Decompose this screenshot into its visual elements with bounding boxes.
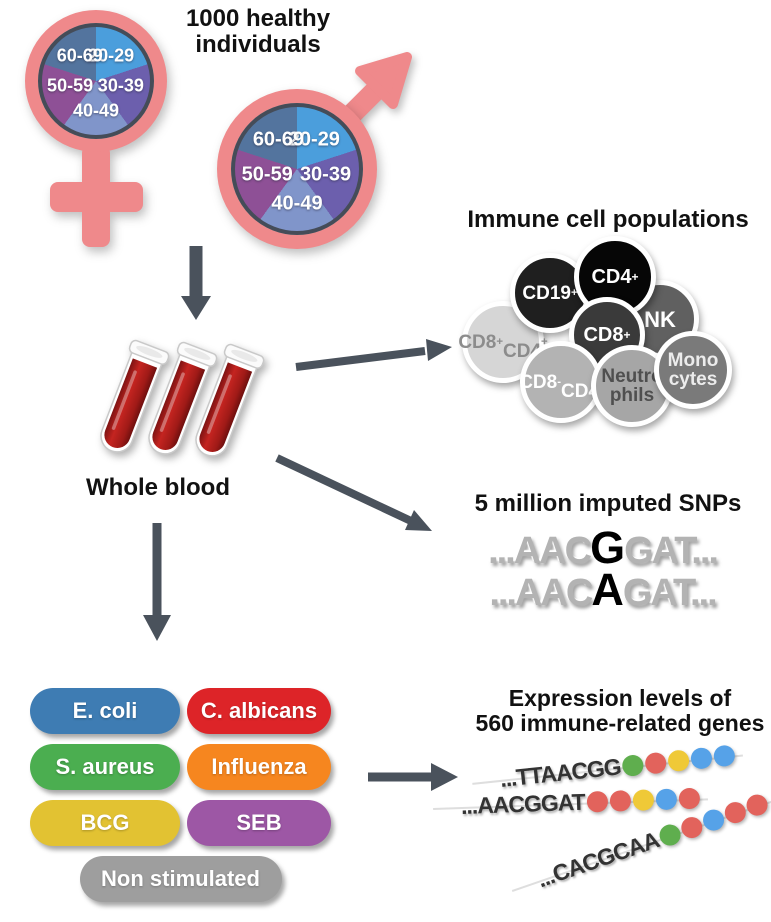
blue-expression-dot	[655, 787, 677, 810]
stimulus-pill: Influenza	[187, 744, 331, 790]
stimuli-grid: E. coli C. albicans S. aureus Influenza BCG S…	[30, 688, 331, 902]
flow-arrows	[143, 246, 458, 791]
age-group-label: 40-49	[271, 192, 323, 215]
stimulus-pill-label: SEB	[236, 810, 282, 835]
snps-heading: 5 million imputed SNPs	[474, 490, 742, 517]
blue-expression-dot	[699, 806, 727, 834]
red-expression-dot	[678, 813, 705, 841]
yellow-expression-dot	[632, 788, 654, 811]
expression-heading-line2: 560 immune-related genes	[475, 710, 765, 736]
snp-flanking-sequence: GAT...	[622, 572, 718, 614]
arrow-stimuli-to-expression-icon	[368, 763, 458, 791]
red-expression-dot	[644, 751, 668, 775]
female-age-pie: 20-29 30-39 40-49 50-59 60-69	[38, 23, 154, 139]
stimulus-pill: Non stimulated	[79, 856, 282, 902]
green-expression-dot	[621, 753, 645, 777]
arrow-blood-to-stimuli-icon	[143, 523, 171, 641]
stimulus-pill-label: E. coli	[72, 698, 138, 723]
red-expression-dot	[721, 798, 749, 826]
snp-sequences: ...AACGGAT... ...AACAGAT...	[430, 525, 771, 614]
blood-tubes	[90, 337, 267, 464]
snp-variant-letter: G	[590, 522, 625, 573]
whole-blood-label: Whole blood	[86, 474, 230, 501]
male-age-pie: 20-29 30-39 40-49 50-59 60-69	[231, 103, 363, 235]
yellow-expression-dot	[667, 748, 691, 772]
snp-flanking-sequence: ...AAC	[488, 530, 592, 572]
snp-sequence: ...AACGGAT...	[430, 525, 771, 572]
red-expression-dot	[678, 787, 700, 809]
female-symbol-crossbar	[50, 182, 143, 212]
stimulus-pill-label: BCG	[80, 810, 130, 835]
male-arrow-icon	[339, 52, 412, 127]
snp-sequence: ...AACAGAT...	[430, 567, 771, 614]
age-group-label: 20-29	[88, 45, 135, 66]
age-group-label: 20-29	[288, 128, 340, 151]
age-group-label: 30-39	[97, 75, 144, 96]
stimulus-pill-label: S. aureus	[55, 754, 155, 779]
immune-heading: Immune cell populations	[467, 206, 749, 233]
age-group-label: 60-69	[56, 45, 103, 66]
stimulus-pill: E. coli	[30, 688, 180, 734]
age-group-label: 60-69	[252, 128, 304, 151]
arrow-blood-to-snps-icon	[275, 454, 432, 531]
stimulus-pill: BCG	[30, 800, 180, 846]
snp-variant-letter: A	[591, 564, 623, 615]
snp-flanking-sequence: GAT...	[624, 530, 719, 572]
snp-flanking-sequence: ...AAC	[489, 572, 593, 614]
age-group-label: 40-49	[72, 100, 120, 121]
expression-heading: Expression levels of 560 immune-related …	[450, 686, 771, 736]
study-title-line1: 1000 healthy	[185, 5, 331, 32]
study-title: 1000 healthy individuals	[148, 6, 368, 58]
expression-sequence: ...AACGGAT	[460, 788, 586, 819]
stimulus-pill-label: Influenza	[211, 754, 307, 779]
immune-cell-circle: Mono cytes	[654, 331, 732, 409]
blue-expression-dot	[690, 746, 714, 770]
arrow-blood-to-cells-icon	[295, 339, 452, 371]
stimulus-pill-label: C. albicans	[200, 698, 318, 723]
age-group-label: 50-59	[47, 75, 94, 96]
red-expression-dot	[609, 789, 631, 812]
stimulus-pill: S. aureus	[30, 744, 180, 790]
stimulus-pill: C. albicans	[187, 688, 331, 734]
green-expression-dot	[656, 821, 683, 849]
expression-heading-line1: Expression levels of	[508, 685, 732, 711]
red-expression-dot	[586, 790, 609, 813]
study-title-line2: individuals	[195, 31, 321, 58]
arrow-symbols-to-blood-icon	[181, 246, 211, 320]
stimulus-pill: SEB	[187, 800, 331, 846]
age-group-label: 30-39	[299, 163, 352, 186]
immune-cell-circle: CD8-CD4-	[519, 341, 603, 423]
stimulus-pill-label: Non stimulated	[101, 866, 260, 891]
blue-expression-dot	[712, 743, 736, 767]
age-group-label: 50-59	[241, 163, 293, 186]
